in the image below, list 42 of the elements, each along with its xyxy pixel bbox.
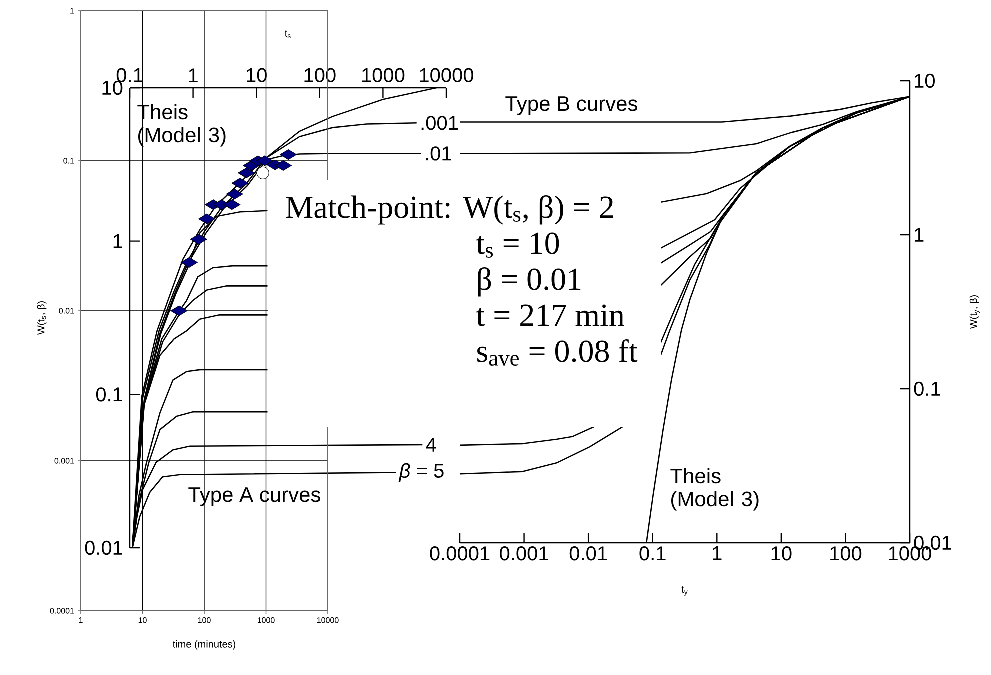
y-tick-label: 1 [915,228,924,242]
y-tick-label: 0.001 [54,458,74,464]
annotation: Type B curves [506,96,638,116]
y-tick-label: 0.0001 [50,608,74,614]
series-label: .01 [426,146,452,161]
x-tick-label: 100 [198,618,211,624]
y-tick-label: 10 [102,80,123,96]
x-tick-label: 0.0001 [430,546,490,561]
y-tick-label: 0.1 [914,382,940,396]
x-tick-label: 10000 [317,618,339,624]
y-tick-label: 0.1 [64,158,74,164]
annotation: β = 0.01 [478,267,581,297]
x-tick-label: 1000 [258,618,275,624]
y-axis-title: W(t$_{s}$, β) [37,302,47,336]
x-axis-title: time (minutes) [172,640,236,650]
series-label: β = 5 [398,463,444,482]
annotation: t$_{s}$ = 10 [476,232,560,258]
y-tick-label: 0.1 [96,388,122,402]
x-tick-label: 10 [138,618,147,624]
x-axis-title: t$_{s}$ [285,30,291,38]
x-tick-label: 0.1 [116,68,143,82]
series-label: 4 [426,438,436,452]
x-axis-title: t$_{y}$ [682,586,688,596]
y-axis-title: W(t$_{y}$, β) [970,296,980,330]
annotation: t = 217 min [476,304,624,326]
x-tick-label: 0.01 [570,546,608,561]
y-tick-label: 1 [70,8,74,14]
y-tick-label: 1 [114,234,122,248]
x-tick-label: 1000 [362,68,405,82]
x-tick-label: 0.1 [640,546,666,561]
x-tick-label: 1 [79,618,83,624]
x-tick-label: 10 [772,546,792,561]
x-tick-label: 10000 [420,68,474,82]
x-tick-label: 1 [713,546,722,560]
x-tick-label: 1 [189,68,198,82]
y-tick-label: 0.01 [59,308,74,314]
series-label: .001 [422,116,458,130]
annotation: Theis (Model 3) [670,468,759,511]
x-tick-label: 0.001 [500,546,548,561]
annotation: Match-point: W(t$_{s}$, β) = 2 [286,195,614,225]
x-tick-label: 100 [830,546,862,561]
annotation: s$_{ave}$ = 0.08 ft [478,339,638,366]
